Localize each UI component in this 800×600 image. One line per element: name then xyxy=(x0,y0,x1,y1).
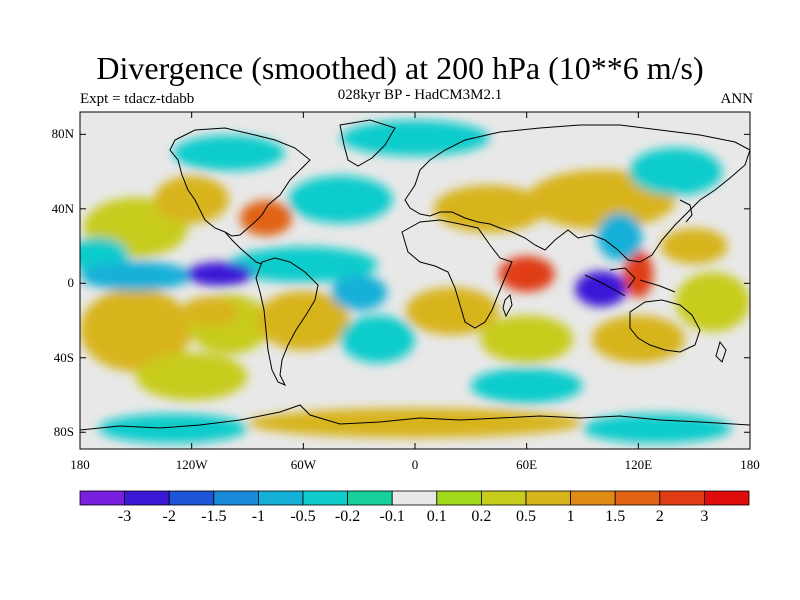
field-patch xyxy=(256,290,350,351)
field-patch xyxy=(80,288,192,372)
map-title: Divergence (smoothed) at 200 hPa (10**6 … xyxy=(96,50,704,86)
field-patch xyxy=(288,175,393,224)
field-patch xyxy=(591,315,685,363)
colorbar-label: 1.5 xyxy=(605,508,626,525)
lat-label: 40S xyxy=(53,349,74,365)
field-patch xyxy=(98,413,248,444)
field-patch xyxy=(470,367,583,404)
coastline-north-america xyxy=(169,127,311,237)
coastline-japan xyxy=(679,199,693,223)
lon-label: 60E xyxy=(516,457,538,472)
field-patch xyxy=(660,228,728,264)
lat-ticks xyxy=(80,133,750,433)
colorbar-label: -1.5 xyxy=(201,508,227,525)
field-patch xyxy=(331,274,388,311)
field-patch xyxy=(340,120,490,156)
lon-label: 60W xyxy=(290,457,316,472)
field-patch xyxy=(675,272,750,332)
colorbar-swatch xyxy=(525,490,571,506)
colorbar-label: 3 xyxy=(700,508,709,525)
field-patch xyxy=(575,271,628,307)
coastline-australia xyxy=(629,299,701,353)
divergence-field xyxy=(80,120,750,444)
field-patch xyxy=(480,315,574,363)
lon-label: 0 xyxy=(411,457,419,472)
field-patch xyxy=(582,413,732,444)
field-patch xyxy=(80,260,192,291)
colorbar-label: -1 xyxy=(251,508,266,525)
colorbar-swatch xyxy=(302,490,348,506)
coastline-madagascar xyxy=(502,293,513,318)
field-patch xyxy=(405,287,499,336)
field-patch xyxy=(597,212,643,261)
field-patch xyxy=(433,184,546,233)
lon-ticks xyxy=(79,112,751,449)
lon-label: 180 xyxy=(70,457,90,472)
season-label: ANN xyxy=(720,91,754,107)
field-patch xyxy=(629,147,723,196)
field-patch xyxy=(186,262,254,286)
colorbar xyxy=(79,490,750,506)
lon-label: 180 xyxy=(740,457,760,472)
experiment-label: Expt = tdacz-tdabb xyxy=(80,91,195,107)
colorbar-swatch xyxy=(704,490,750,506)
colorbar-label: 0.1 xyxy=(426,508,447,525)
colorbar-swatch xyxy=(168,490,215,506)
lat-label: 40N xyxy=(51,200,74,216)
field-patch xyxy=(247,408,583,438)
coastline-antarctica xyxy=(80,404,750,431)
colorbar-swatch xyxy=(480,490,527,506)
colorbar-label: 0.2 xyxy=(471,508,492,525)
colorbar-swatch xyxy=(79,490,125,506)
coastline-indonesia xyxy=(584,267,676,297)
field-patch xyxy=(135,352,248,401)
field-patch xyxy=(340,315,415,363)
lat-label: 0 xyxy=(67,275,75,291)
coastline-new-zealand xyxy=(715,340,727,363)
colorbar-swatch xyxy=(659,490,705,506)
coastline-central-america xyxy=(224,231,263,265)
colorbar-swatch xyxy=(347,490,393,506)
colorbar-label: 2 xyxy=(655,508,664,525)
coastline-eurasia xyxy=(404,124,750,263)
coastlines xyxy=(80,119,750,431)
field-patch xyxy=(623,250,654,298)
colorbar-swatch xyxy=(436,490,482,506)
lon-label: 120E xyxy=(624,457,653,472)
colorbar-swatch xyxy=(391,490,438,506)
coastline-africa xyxy=(401,219,513,329)
colorbar-label: 0.5 xyxy=(516,508,536,525)
lat-label: 80S xyxy=(53,424,74,440)
lat-label: 80N xyxy=(51,126,74,142)
colorbar-label: -3 xyxy=(117,508,132,525)
colorbar-label: -0.1 xyxy=(379,508,405,525)
colorbar-swatch xyxy=(570,490,616,506)
field-patch xyxy=(228,246,378,283)
colorbar-label: -0.5 xyxy=(290,508,316,525)
colorbar-swatch xyxy=(213,490,259,506)
field-patch xyxy=(154,175,229,224)
field-patch xyxy=(498,256,555,292)
field-patch xyxy=(173,135,285,171)
colorbar-swatch xyxy=(124,490,170,506)
colorbar-label: -0.2 xyxy=(334,508,361,525)
colorbar-swatch xyxy=(614,490,661,506)
field-patch xyxy=(240,200,293,237)
coastline-south-america xyxy=(255,257,319,386)
colorbar-swatch xyxy=(257,490,304,506)
model-label: 028kyr BP - HadCM3M2.1 xyxy=(337,87,503,103)
coastline-greenland xyxy=(339,119,396,167)
field-patch xyxy=(182,296,239,327)
colorbar-label: 1 xyxy=(566,508,575,525)
lon-label: 120W xyxy=(175,457,208,472)
colorbar-label: -2 xyxy=(162,508,176,525)
